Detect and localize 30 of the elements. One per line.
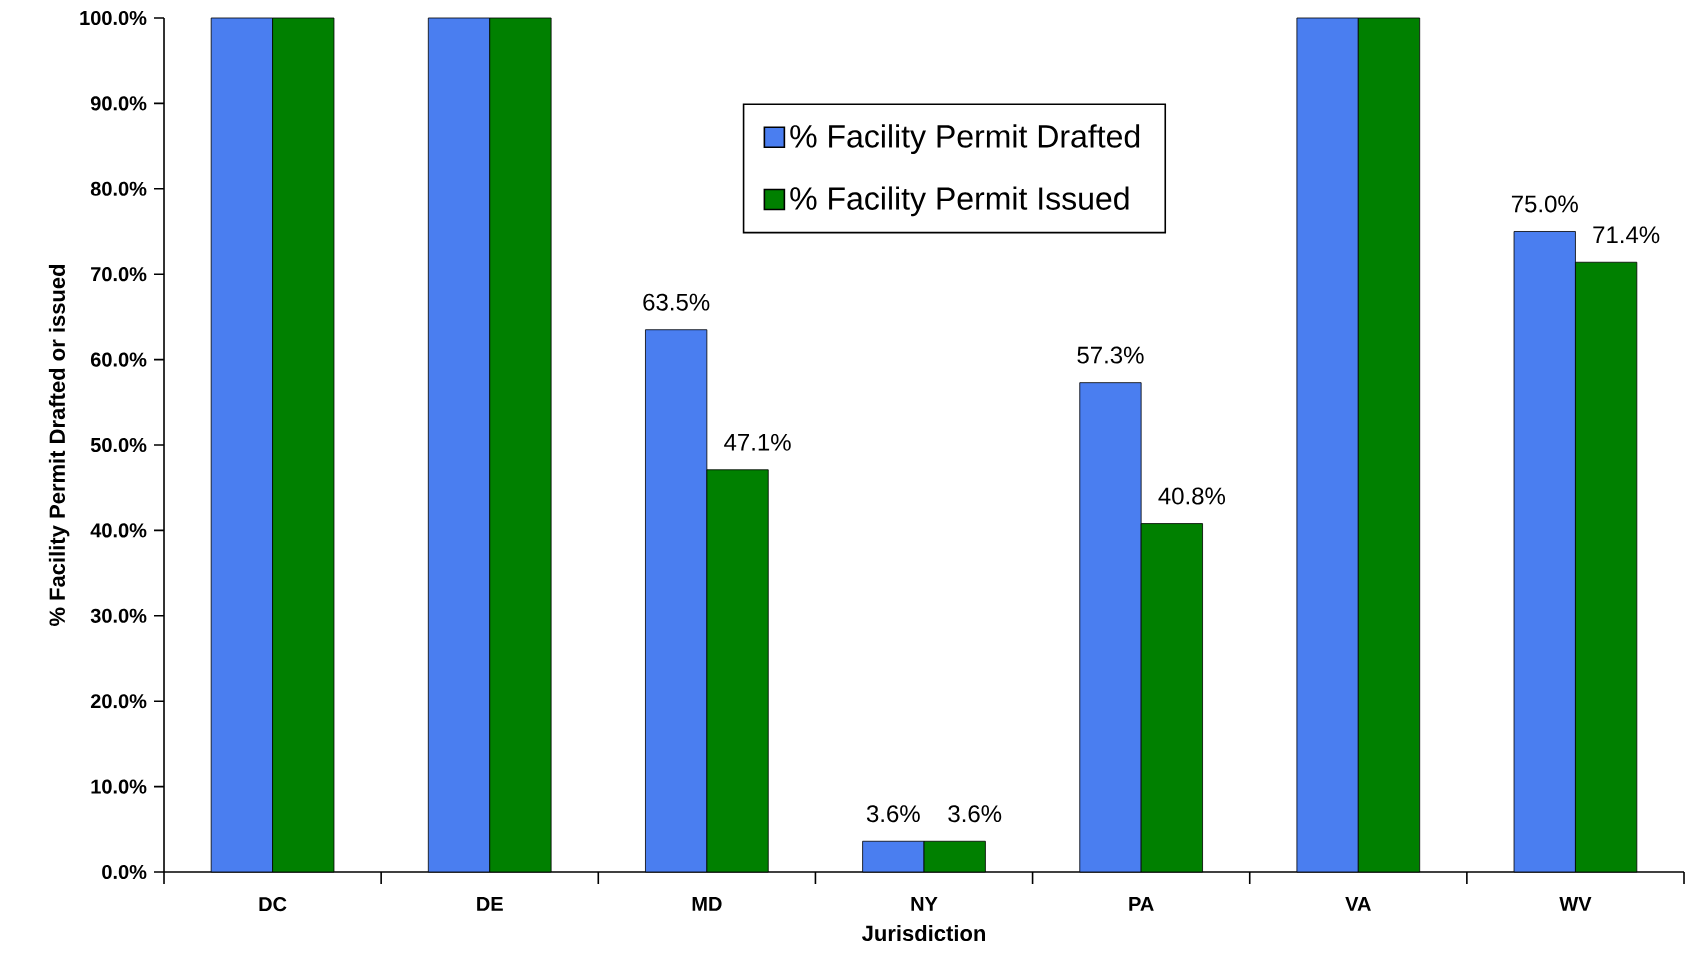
y-tick-label: 0.0% <box>102 864 147 880</box>
data-label: 40.8% <box>1158 487 1226 505</box>
legend-label: % Facility Permit Issued <box>790 186 1129 217</box>
data-label: 75.0% <box>1511 195 1578 213</box>
y-tick-label: 100.0% <box>80 10 147 26</box>
x-tick-label: MD <box>692 897 722 911</box>
y-tick-label: 50.0% <box>90 437 147 453</box>
x-tick-label: DC <box>259 897 287 912</box>
y-tick-label: 30.0% <box>90 608 147 623</box>
x-tick-label: WV <box>1559 897 1592 911</box>
y-tick-label: 10.0% <box>91 779 147 794</box>
y-tick-label: 90.0% <box>90 96 147 111</box>
x-axis-title: Jurisdiction <box>862 924 985 942</box>
data-label: 63.5% <box>643 293 710 311</box>
legend-label: % Facility Permit Drafted <box>790 124 1140 155</box>
y-tick-label: 60.0% <box>90 352 147 367</box>
x-tick-label: PA <box>1129 897 1154 911</box>
data-label: 71.4% <box>1593 226 1660 244</box>
data-label: 57.3% <box>1077 346 1144 364</box>
data-label: 3.6% <box>866 805 920 823</box>
x-tick-label: NY <box>911 897 938 911</box>
data-label: 3.6% <box>948 805 1002 823</box>
x-tick-label: DE <box>477 897 503 911</box>
y-tick-label: 70.0% <box>91 267 147 282</box>
y-tick-label: 80.0% <box>90 181 147 196</box>
x-tick-label: VA <box>1345 897 1371 911</box>
data-label: 47.1% <box>724 433 791 451</box>
y-tick-label: 40.0% <box>90 523 147 538</box>
y-tick-label: 20.0% <box>90 694 147 709</box>
y-axis-title: % Facility Permit Drafted or issued <box>48 264 70 627</box>
